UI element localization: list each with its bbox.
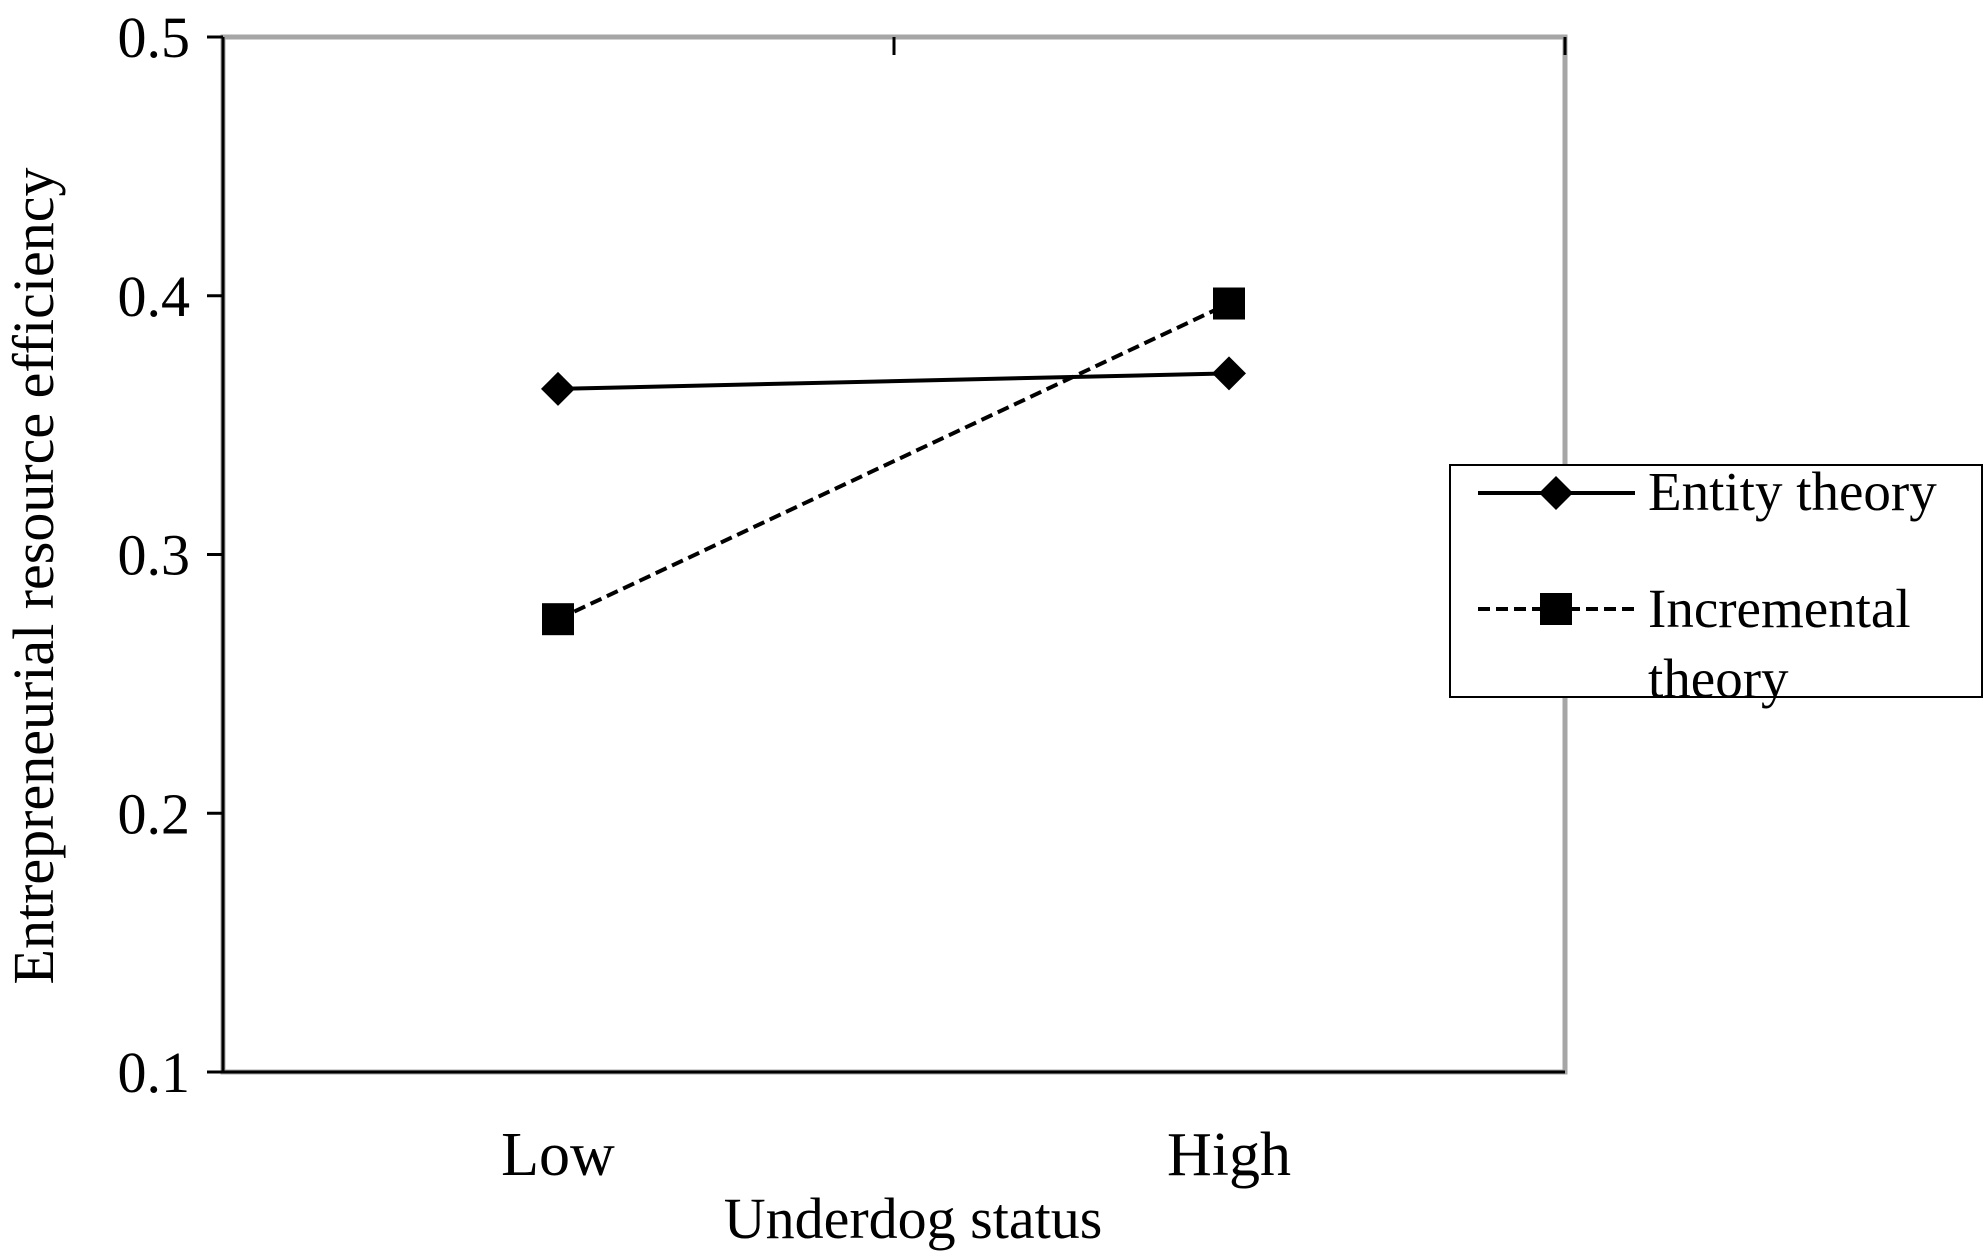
x-axis-title: Underdog status [724,1186,1103,1251]
series-layer [541,287,1246,636]
legend-marker [1539,476,1573,510]
y-tick-label: 0.1 [118,1040,191,1105]
plot-area: 0.1 0.2 0.3 0.4 0.5 [118,5,1568,1105]
series-1 [541,356,1246,406]
y-tick-label: 0.4 [118,264,191,329]
data-point [1212,356,1246,391]
y-axis-ticks: 0.1 0.2 0.3 0.4 0.5 [118,5,223,1105]
legend-box [1449,464,1983,698]
legend-item: Incremental theory [1478,578,1911,709]
legend-marker [1540,593,1572,625]
y-tick-label: 0.5 [118,5,191,70]
plot-border [220,34,1568,1075]
legend-item: Entity theory [1478,461,1937,522]
y-axis-title: Entrepreneurial resource efficiency [1,168,66,985]
data-point [541,371,575,406]
legend-items: Entity theory Incremental theory [1478,461,1937,709]
data-point [542,603,574,636]
x-category-label: Low [501,1121,615,1189]
y-tick-label: 0.2 [118,781,191,846]
legend-label: Incremental [1648,578,1911,639]
series-2 [542,287,1245,636]
legend-label: Entity theory [1648,461,1937,522]
data-point [1213,287,1245,320]
x-axis-categories: Low High [501,1121,1291,1189]
series-line [557,301,1230,621]
series-line [557,371,1230,391]
legend-label: theory [1648,648,1789,709]
x-category-label: High [1167,1121,1291,1189]
legend: Entity theory Incremental theory [1449,461,1983,709]
y-tick-label: 0.3 [118,523,191,588]
